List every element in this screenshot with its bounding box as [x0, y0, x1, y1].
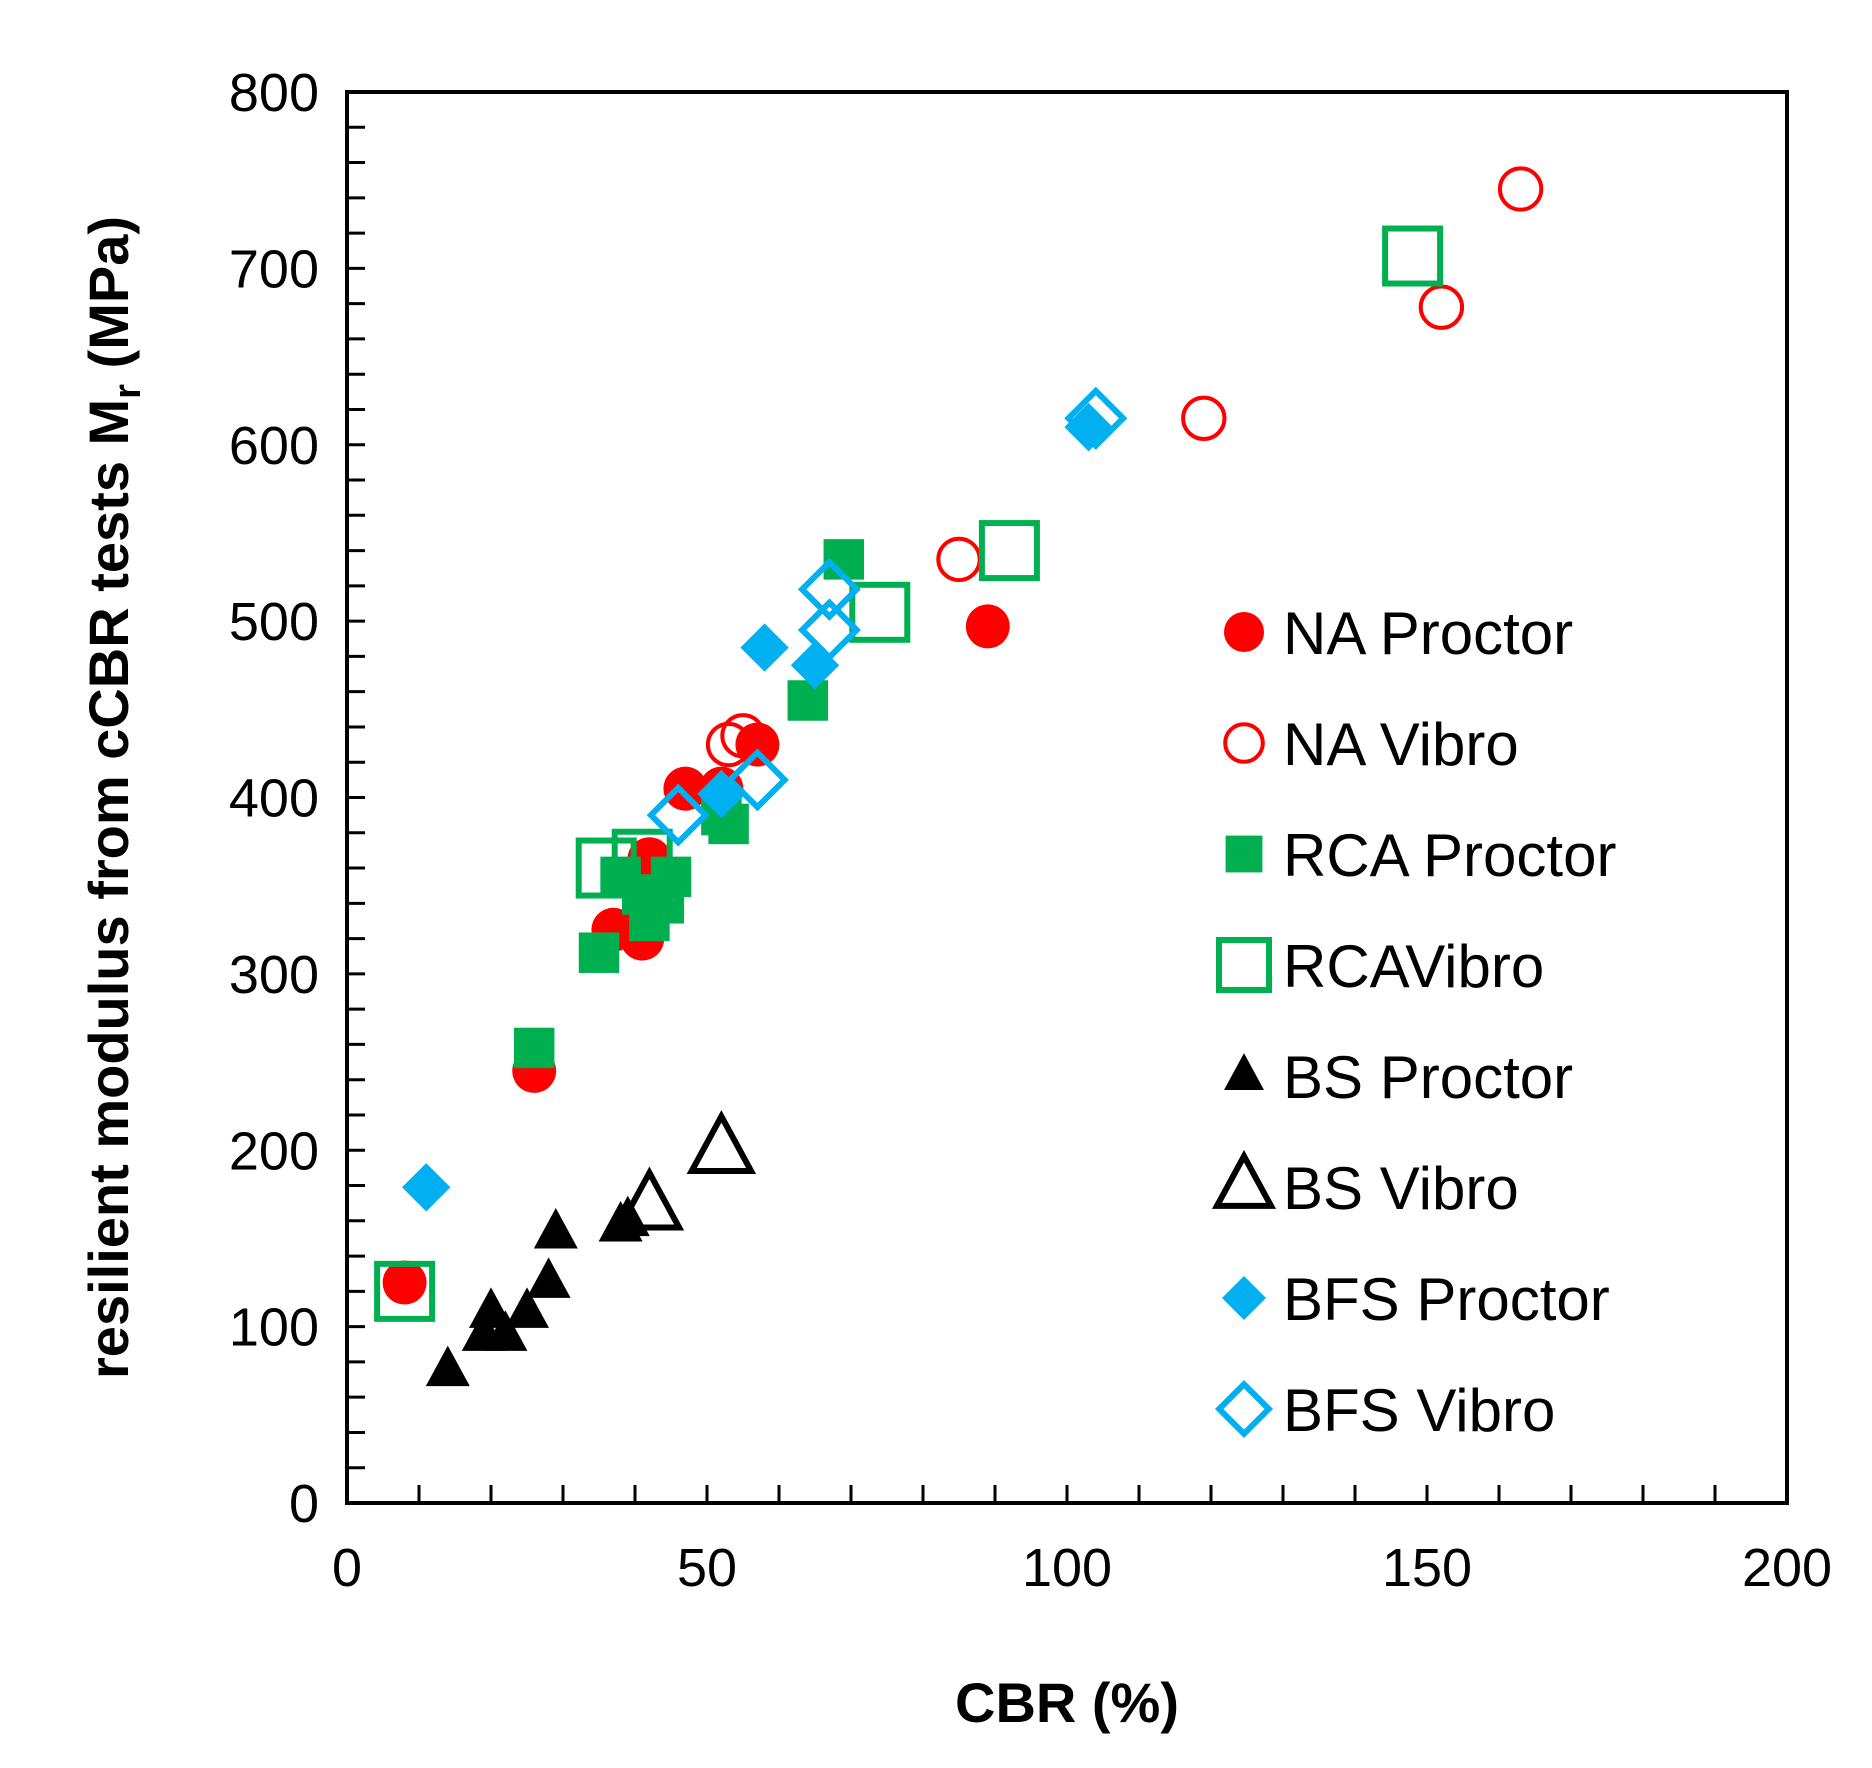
data-point	[402, 1163, 451, 1212]
data-point	[425, 1345, 470, 1387]
legend-marker	[1214, 1379, 1274, 1439]
data-point	[1064, 386, 1128, 450]
x-tick-label: 100	[1022, 1538, 1112, 1598]
data-point	[526, 1257, 571, 1298]
legend-label: BS Proctor	[1283, 1044, 1573, 1111]
y-tick-label: 100	[229, 1298, 319, 1358]
y-tick-label: 300	[229, 945, 319, 1005]
data-point	[797, 598, 861, 662]
data-point	[787, 680, 829, 721]
legend: NA Proctor NA Vibro RCA Proctor RCAVibro BS …	[1211, 600, 1616, 1444]
data-point	[374, 1260, 436, 1322]
data-point	[505, 1287, 549, 1328]
legend-marker	[1223, 722, 1265, 764]
y-axis-title-main: resilient modulus from cCBR tests M	[77, 399, 140, 1379]
legend-item: BFS Vibro	[1214, 1377, 1555, 1444]
y-tick-label: 500	[229, 592, 319, 652]
x-tick-label: 150	[1382, 1538, 1472, 1598]
series-bs-vibro	[614, 1110, 757, 1231]
legend-item: BFS Proctor	[1222, 1266, 1610, 1333]
legend-label: BFS Vibro	[1283, 1377, 1555, 1444]
y-tick-label: 700	[229, 239, 319, 299]
data-point	[614, 1166, 685, 1231]
legend-label: BS Vibro	[1283, 1155, 1519, 1222]
y-tick-label: 0	[289, 1474, 319, 1534]
y-tick-label: 200	[229, 1121, 319, 1181]
legend-item: BS Vibro	[1211, 1149, 1519, 1222]
legend-item: BS Proctor	[1224, 1044, 1573, 1111]
legend-item: NA Vibro	[1223, 711, 1519, 778]
y-axis-title: resilient modulus from cCBR tests Mr (MP…	[77, 216, 149, 1379]
legend-marker	[1225, 835, 1263, 873]
series-bfs-vibro	[646, 386, 1128, 847]
y-axis-title-subscript: r	[107, 384, 149, 399]
data-point	[720, 713, 766, 759]
legend-marker	[1222, 1276, 1266, 1320]
minor-ticks	[347, 125, 1717, 1503]
data-point	[578, 932, 620, 973]
data-point	[646, 783, 710, 847]
data-points	[374, 166, 1544, 1387]
data-point	[382, 1260, 427, 1305]
data-point	[725, 748, 789, 812]
data-point	[483, 1310, 528, 1351]
x-tick-label: 200	[1742, 1538, 1832, 1598]
legend-marker	[1224, 612, 1264, 652]
data-point	[611, 828, 673, 890]
data-point	[513, 1027, 555, 1069]
y-axis-title-unit: (MPa)	[77, 216, 140, 384]
legend-label: RCAVibro	[1283, 933, 1544, 1000]
legend-marker	[1216, 937, 1272, 993]
y-tick-label: 400	[229, 769, 319, 829]
legend-label: NA Vibro	[1283, 711, 1519, 778]
legend-item: RCA Proctor	[1225, 822, 1616, 889]
x-axis-title: CBR (%)	[955, 1671, 1179, 1734]
legend-item: NA Proctor	[1224, 600, 1573, 667]
data-point	[797, 557, 861, 621]
data-point	[978, 520, 1040, 582]
data-point	[1064, 402, 1113, 452]
legend-label: RCA Proctor	[1283, 822, 1616, 889]
legend-label: BFS Proctor	[1283, 1266, 1610, 1333]
legend-marker	[1224, 1053, 1264, 1090]
data-point	[1181, 395, 1227, 441]
data-point	[1497, 166, 1544, 212]
data-point	[575, 837, 637, 899]
legend-marker	[1211, 1149, 1277, 1209]
y-tick-labels: 0 100 200 300 400 500 600 700 800	[229, 63, 319, 1534]
data-point	[686, 1110, 757, 1175]
data-point	[705, 721, 752, 768]
data-point	[849, 581, 911, 643]
y-tick-label: 600	[229, 416, 319, 476]
data-point	[1382, 225, 1444, 287]
series-rcavibro	[374, 225, 1444, 1322]
legend-item: RCAVibro	[1216, 933, 1544, 1000]
data-point	[663, 766, 708, 811]
data-point	[740, 623, 789, 672]
y-tick-label: 800	[229, 63, 319, 123]
x-tick-label: 0	[332, 1538, 362, 1598]
data-point	[533, 1208, 578, 1249]
x-tick-label: 50	[677, 1538, 737, 1598]
x-tick-labels: 0 50 100 150 200	[332, 1538, 1832, 1598]
data-point	[965, 604, 1010, 649]
legend-label: NA Proctor	[1283, 600, 1573, 667]
